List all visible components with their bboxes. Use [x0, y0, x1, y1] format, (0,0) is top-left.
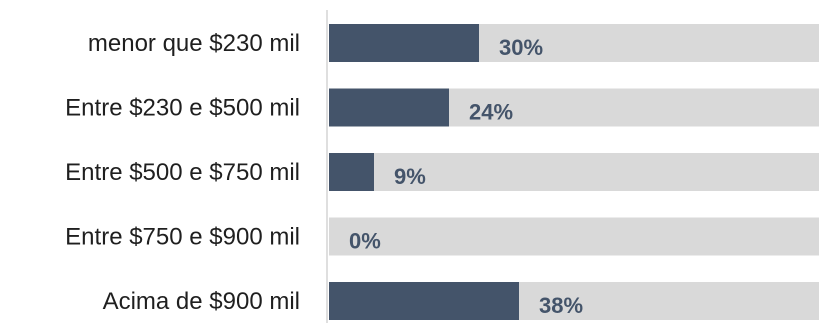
bar — [329, 88, 449, 127]
data-label: 0% — [349, 229, 381, 254]
data-label: 30% — [499, 35, 543, 60]
bar — [329, 282, 519, 320]
category-label: Entre $230 e $500 mil — [65, 95, 300, 122]
bar-track — [329, 217, 819, 256]
category-label: menor que $230 mil — [88, 30, 300, 57]
data-label: 24% — [469, 100, 513, 125]
bar-track — [329, 153, 819, 191]
data-label: 38% — [539, 293, 583, 318]
bars-layer: menor que $230 mil 30% Entre $230 e $500 m… — [65, 24, 819, 320]
category-label: Entre $750 e $900 mil — [65, 224, 300, 251]
bar — [329, 24, 479, 62]
category-label: Entre $500 e $750 mil — [65, 159, 300, 186]
data-label: 9% — [394, 164, 426, 189]
category-label: Acima de $900 mil — [103, 288, 300, 315]
bar — [329, 153, 374, 191]
